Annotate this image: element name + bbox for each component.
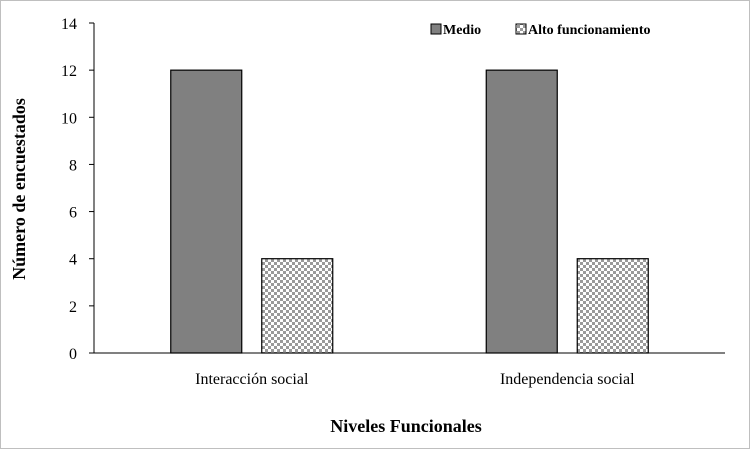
y-tick-label: 12 xyxy=(61,63,77,80)
x-category-label: Independencia social xyxy=(500,371,635,388)
legend-label-alto: Alto funcionamiento xyxy=(528,23,651,38)
y-tick-label: 2 xyxy=(69,299,77,316)
bars xyxy=(170,69,649,354)
x-axis-title: Niveles Funcionales xyxy=(330,416,482,436)
y-tick-label: 14 xyxy=(61,16,77,33)
legend-label-medio: Medio xyxy=(443,23,481,38)
y-tick-label: 6 xyxy=(69,205,77,222)
legend: Medio Alto funcionamiento xyxy=(430,23,651,38)
y-axis-title: Número de encuestados xyxy=(9,98,29,280)
bar-alto-1 xyxy=(261,258,334,354)
labels: 0 2 4 6 8 10 12 14 Interacción social Independenc… xyxy=(61,16,635,388)
y-tick-label: 4 xyxy=(69,252,77,269)
y-tick-label: 10 xyxy=(61,110,77,127)
legend-swatch-medio xyxy=(430,23,442,35)
x-category-label: Interacción social xyxy=(195,371,309,388)
y-tick-label: 8 xyxy=(69,157,77,174)
legend-swatch-alto xyxy=(515,23,527,35)
bar-medio-2 xyxy=(485,69,558,354)
bar-medio-1 xyxy=(170,69,243,354)
y-tick-label: 0 xyxy=(69,346,77,363)
bar-alto-2 xyxy=(576,258,649,354)
